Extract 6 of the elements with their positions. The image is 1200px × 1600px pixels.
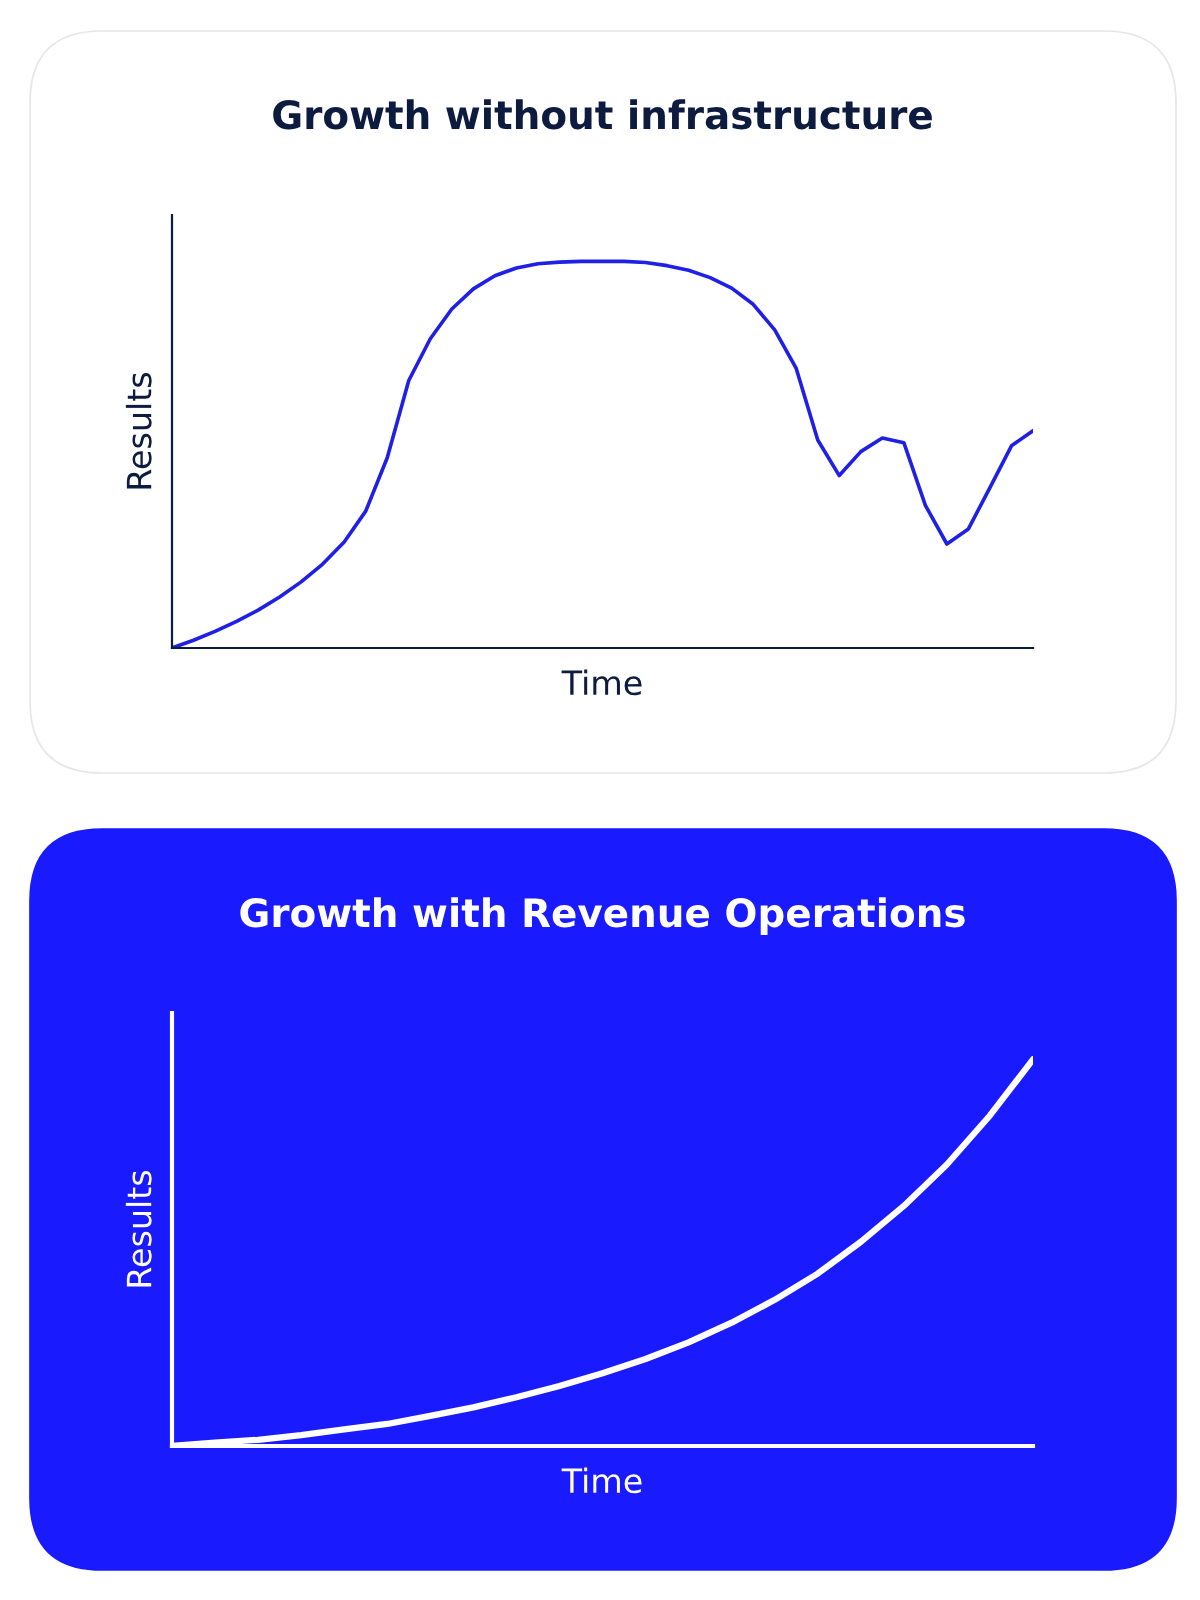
x-axis-title: Time bbox=[561, 1467, 642, 1494]
chart-title: Growth with Revenue Operations bbox=[240, 897, 965, 935]
y-axis-title: Results bbox=[125, 372, 152, 489]
y-axis-title: Results bbox=[125, 1170, 152, 1287]
chart-title: Growth without infrastructure bbox=[273, 99, 932, 130]
x-axis-title: Time bbox=[561, 669, 642, 696]
